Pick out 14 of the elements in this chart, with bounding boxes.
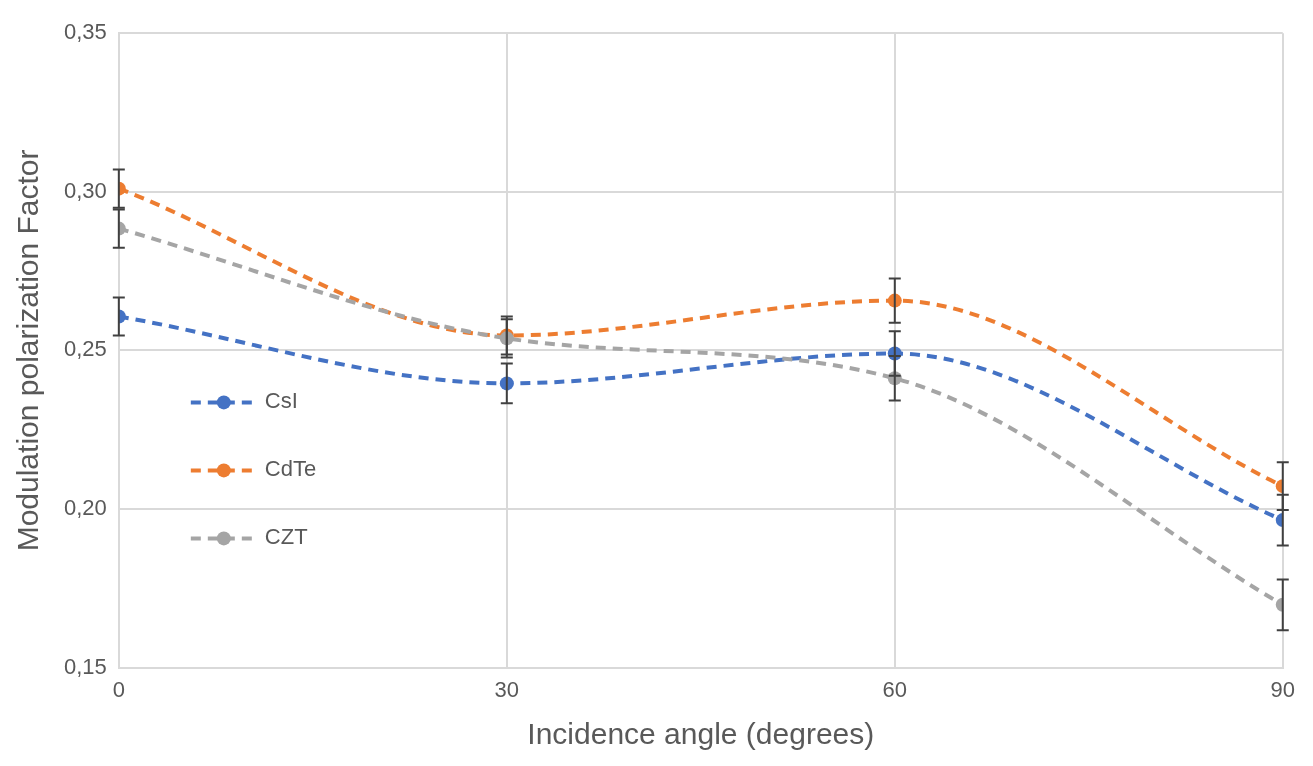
x-tick-label: 30 — [494, 676, 520, 702]
x-axis-title: Incidence angle (degrees) — [527, 717, 875, 751]
y-tick-label: 0,25 — [63, 336, 107, 362]
x-tick-label: 90 — [1270, 676, 1296, 702]
y-tick-label: 0,15 — [63, 653, 107, 679]
y-tick-label: 0,20 — [63, 495, 107, 521]
legend-label: CZT — [264, 524, 308, 550]
legend-label: CsI — [264, 388, 298, 414]
x-tick-label: 0 — [112, 676, 125, 702]
y-axis-title: Modulation polarization Factor — [11, 149, 45, 552]
x-tick-label: 60 — [882, 676, 908, 702]
y-tick-label: 0,35 — [63, 19, 107, 45]
legend-label: CdTe — [264, 456, 317, 482]
y-tick-label: 0,30 — [63, 177, 107, 203]
